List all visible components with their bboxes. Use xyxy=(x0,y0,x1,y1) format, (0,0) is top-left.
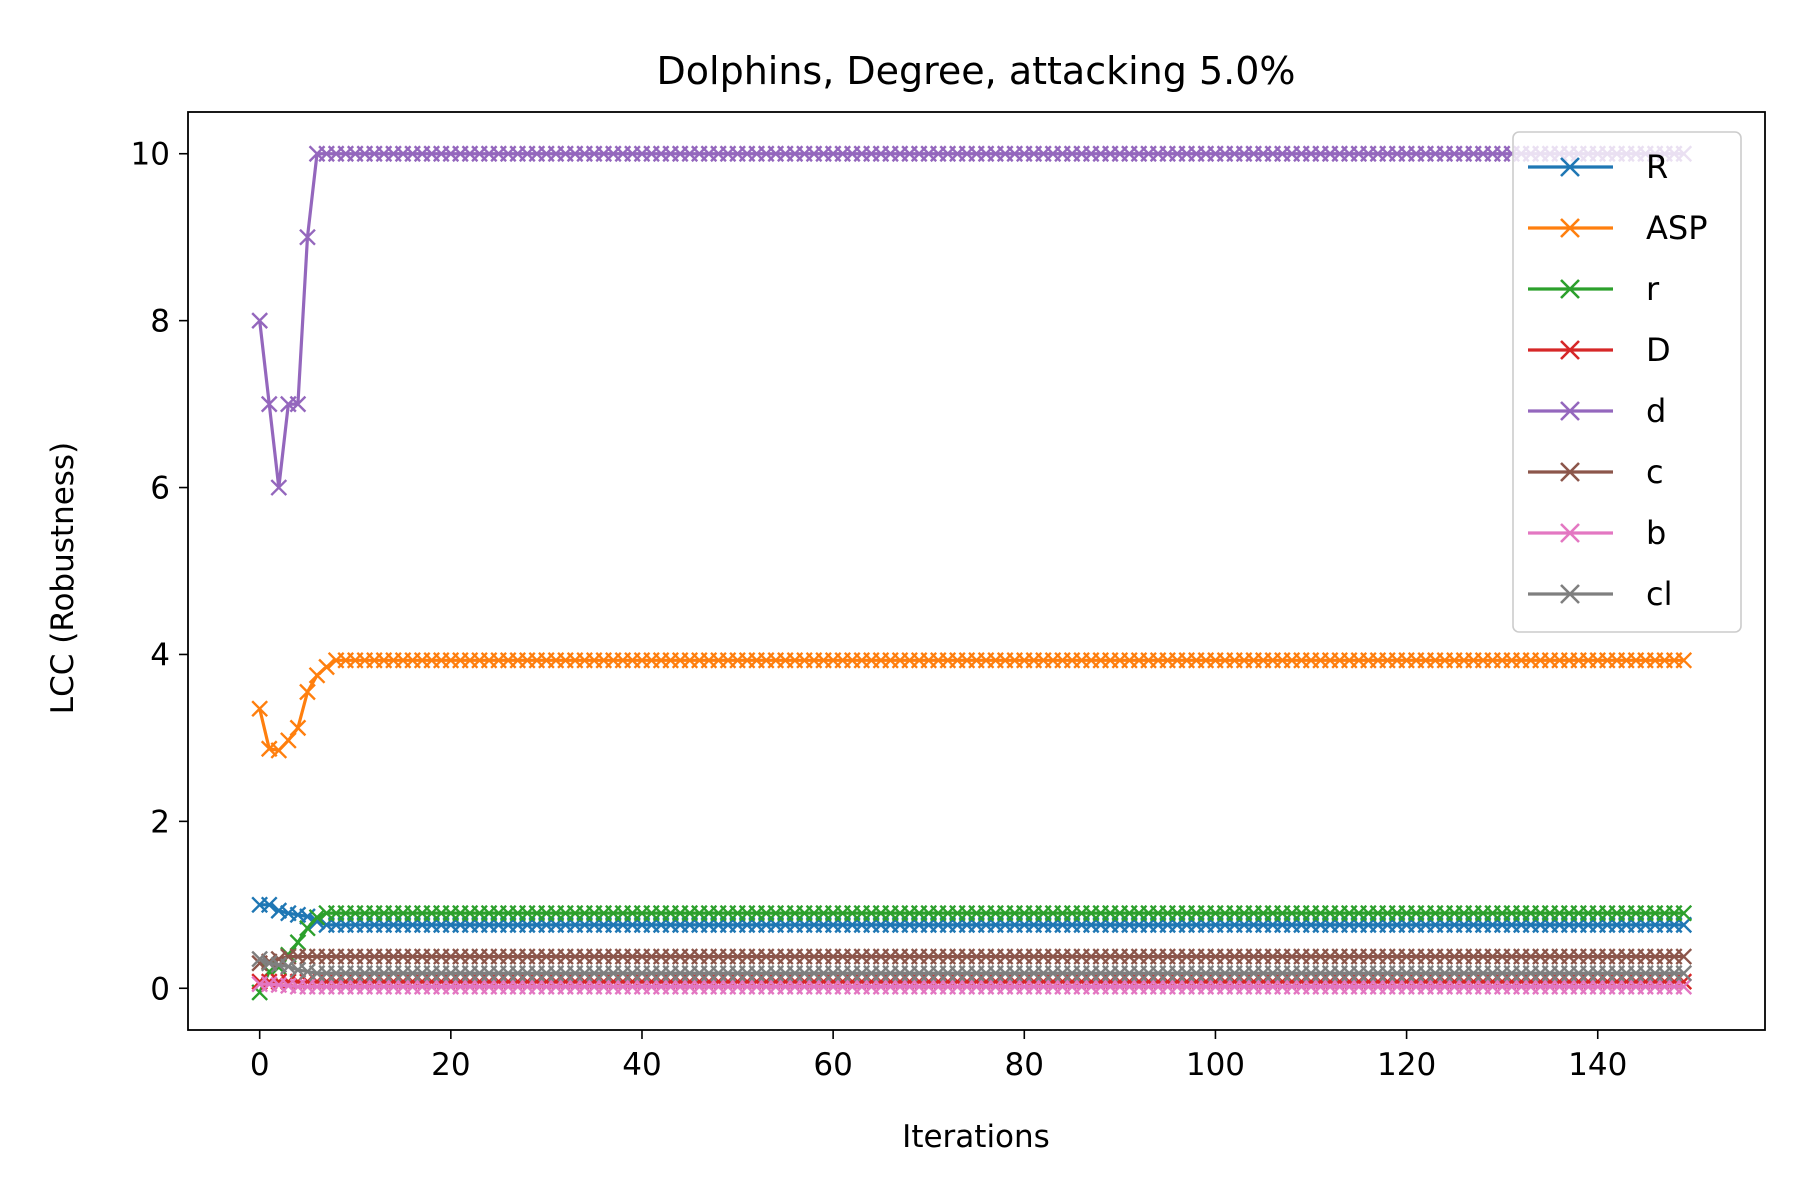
data-point xyxy=(1675,904,1693,922)
legend-marker xyxy=(1560,157,1580,177)
legend-label: r xyxy=(1646,270,1660,308)
legend-item-c: c xyxy=(1528,453,1664,491)
legend-marker xyxy=(1560,279,1580,299)
series-group xyxy=(251,145,1693,1001)
data-point xyxy=(1675,948,1693,965)
data-point xyxy=(251,312,269,329)
legend-marker xyxy=(1560,401,1580,421)
legend-item-asp: ASP xyxy=(1528,209,1708,247)
legend-label: cl xyxy=(1646,575,1672,613)
legend-label: c xyxy=(1646,453,1664,491)
legend-marker xyxy=(1560,218,1580,238)
legend-marker xyxy=(1560,523,1580,543)
data-point xyxy=(251,700,269,718)
legend-item-r: R xyxy=(1528,148,1668,186)
x-axis-label: Iterations xyxy=(902,1119,1050,1155)
legend-item-d: d xyxy=(1528,392,1666,430)
data-point xyxy=(289,719,307,737)
data-point xyxy=(318,658,335,676)
x-tick-label: 100 xyxy=(1186,1047,1245,1083)
legend-box xyxy=(1512,131,1742,633)
legend-item-r: r xyxy=(1528,270,1660,308)
y-tick-label: 2 xyxy=(150,804,170,840)
legend-marker xyxy=(1560,462,1580,482)
data-point xyxy=(308,908,326,926)
legend-marker xyxy=(1560,584,1580,604)
data-point xyxy=(270,902,288,920)
x-tick-label: 80 xyxy=(1005,1047,1044,1083)
chart-title: Dolphins, Degree, attacking 5.0% xyxy=(657,49,1296,93)
data-point xyxy=(251,950,269,968)
x-tick-label: 120 xyxy=(1377,1047,1436,1083)
data-point xyxy=(299,228,316,246)
series-line xyxy=(258,658,1684,753)
x-tick-label: 20 xyxy=(431,1047,470,1083)
legend-item-cl: cl xyxy=(1528,575,1672,613)
y-tick-label: 0 xyxy=(150,971,170,1007)
legend-item-d: D xyxy=(1528,331,1671,369)
y-tick-label: 4 xyxy=(150,637,170,673)
legend-item-b: b xyxy=(1528,514,1666,552)
series-b xyxy=(251,975,1693,995)
legend-label: d xyxy=(1646,392,1666,430)
data-point xyxy=(299,683,316,701)
data-point xyxy=(280,732,297,749)
y-tick-label: 6 xyxy=(150,471,170,507)
plot-area: 0 20 40 60 80 100 120 140 0 2 4 6 8 10 xyxy=(131,111,1766,1083)
y-tick-label: 8 xyxy=(150,304,170,340)
x-tick-label: 140 xyxy=(1568,1047,1627,1083)
legend-label: R xyxy=(1646,148,1668,186)
y-axis-label: LCC (Robustness) xyxy=(45,442,81,714)
data-point xyxy=(260,395,278,413)
x-tick-label: 60 xyxy=(813,1047,852,1083)
data-point xyxy=(280,958,297,975)
series-cl xyxy=(251,950,1693,982)
data-point xyxy=(289,395,307,413)
legend-label: b xyxy=(1646,514,1666,552)
series-line xyxy=(258,152,1684,490)
axes-frame xyxy=(187,111,1766,1031)
series-d xyxy=(251,145,1693,496)
legend-label: ASP xyxy=(1646,209,1708,247)
data-point xyxy=(270,479,288,496)
data-point xyxy=(289,934,307,951)
x-tick-label: 40 xyxy=(622,1047,661,1083)
legend-marker xyxy=(1560,340,1580,360)
data-point xyxy=(260,896,278,914)
data-point xyxy=(1675,651,1693,669)
legend-label: D xyxy=(1646,331,1671,369)
series-asp xyxy=(251,651,1693,759)
series-r xyxy=(251,904,1693,1001)
x-tick-label: 0 xyxy=(250,1047,270,1083)
data-point xyxy=(1675,964,1693,982)
series-c xyxy=(251,948,1693,972)
data-point xyxy=(1675,978,1693,995)
y-tick-label: 10 xyxy=(131,137,170,173)
